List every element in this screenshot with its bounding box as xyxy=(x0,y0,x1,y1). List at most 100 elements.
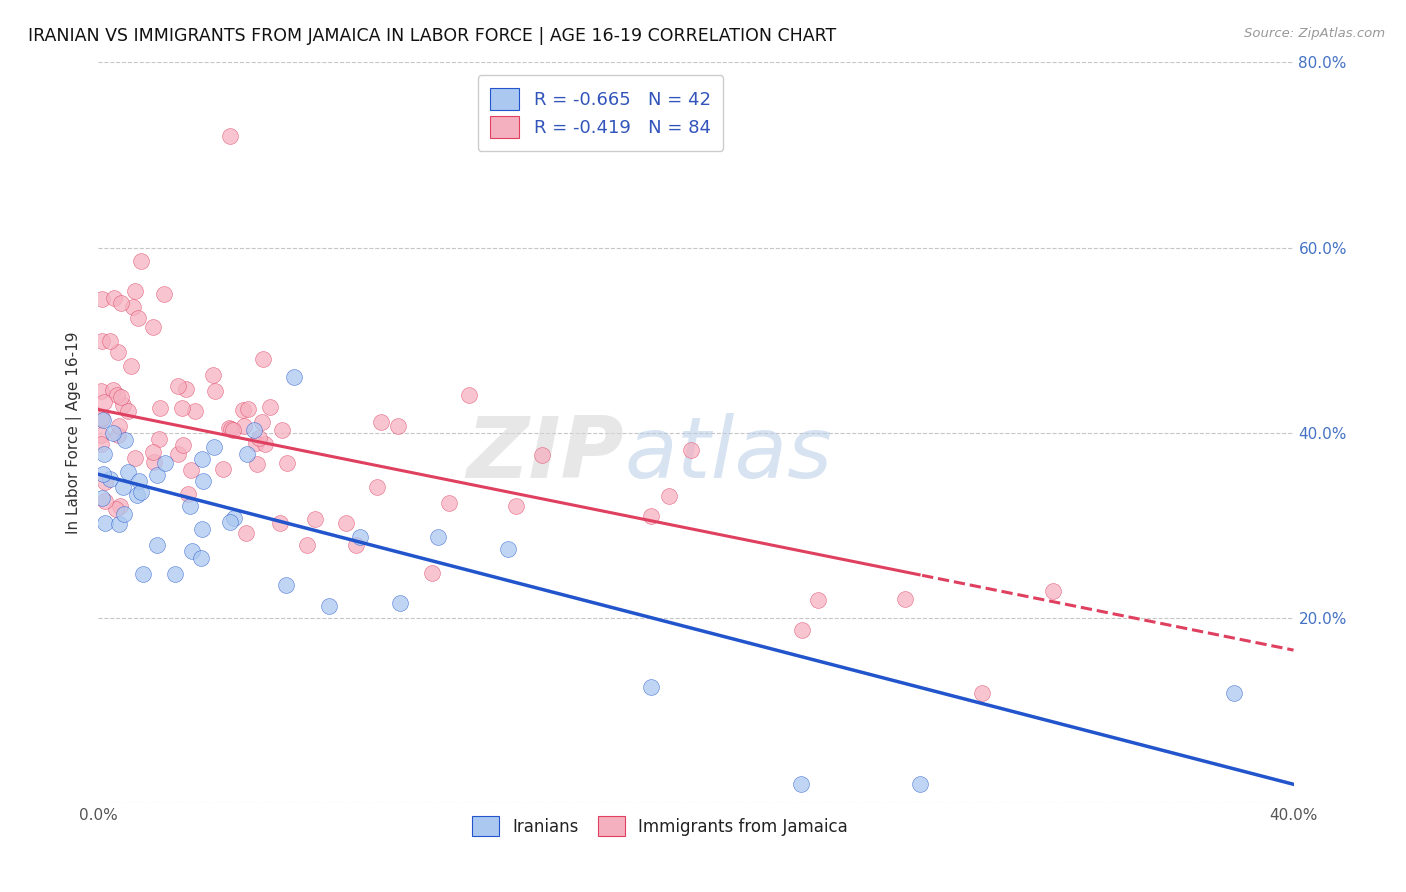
Point xyxy=(101,425,124,440)
Point xyxy=(789,777,811,791)
Point xyxy=(222,423,245,437)
Point xyxy=(91,491,114,505)
Point xyxy=(107,344,129,359)
Point xyxy=(167,379,190,393)
Point xyxy=(121,300,143,314)
Point xyxy=(142,445,165,459)
Text: Source: ZipAtlas.com: Source: ZipAtlas.com xyxy=(1244,27,1385,40)
Point xyxy=(93,413,115,427)
Point xyxy=(236,447,259,461)
Point xyxy=(105,388,128,402)
Point xyxy=(246,457,269,471)
Point xyxy=(283,370,305,384)
Point xyxy=(270,423,292,437)
Point xyxy=(114,433,136,447)
Point xyxy=(908,777,931,791)
Point xyxy=(191,522,214,536)
Point xyxy=(232,403,254,417)
Point xyxy=(420,566,443,580)
Point xyxy=(218,420,240,434)
Point xyxy=(190,550,212,565)
Point xyxy=(1223,686,1246,700)
Point xyxy=(245,435,267,450)
Point xyxy=(295,537,318,551)
Point xyxy=(132,566,155,581)
Point xyxy=(166,446,188,460)
Point xyxy=(108,418,131,433)
Point xyxy=(219,129,242,144)
Point xyxy=(149,401,172,416)
Point xyxy=(437,496,460,510)
Point xyxy=(125,488,148,502)
Point xyxy=(94,475,117,489)
Y-axis label: In Labor Force | Age 16-19: In Labor Force | Age 16-19 xyxy=(66,331,83,534)
Point xyxy=(112,507,135,521)
Point xyxy=(235,526,257,541)
Point xyxy=(94,494,117,508)
Point xyxy=(792,623,814,637)
Point xyxy=(679,443,702,458)
Point xyxy=(91,334,114,348)
Point xyxy=(177,487,200,501)
Point xyxy=(94,516,117,530)
Point xyxy=(318,599,340,613)
Point xyxy=(370,415,392,429)
Point xyxy=(218,515,240,529)
Point xyxy=(93,447,115,461)
Text: IRANIAN VS IMMIGRANTS FROM JAMAICA IN LABOR FORCE | AGE 16-19 CORRELATION CHART: IRANIAN VS IMMIGRANTS FROM JAMAICA IN LA… xyxy=(28,27,837,45)
Point xyxy=(496,541,519,556)
Point xyxy=(90,427,112,442)
Point xyxy=(222,511,245,525)
Point xyxy=(249,431,271,445)
Point xyxy=(110,390,132,404)
Point xyxy=(108,517,131,532)
Point xyxy=(112,398,135,412)
Point xyxy=(108,499,131,513)
Text: ZIP: ZIP xyxy=(467,413,624,496)
Point xyxy=(181,544,204,558)
Point xyxy=(204,384,226,398)
Point xyxy=(894,592,917,607)
Point xyxy=(129,485,152,500)
Point xyxy=(233,418,256,433)
Point xyxy=(259,400,281,414)
Point xyxy=(117,465,139,479)
Point xyxy=(191,474,214,488)
Point xyxy=(142,319,165,334)
Point xyxy=(172,438,194,452)
Point xyxy=(148,433,170,447)
Point xyxy=(202,368,225,382)
Point xyxy=(254,436,277,450)
Point xyxy=(344,538,367,552)
Text: atlas: atlas xyxy=(624,413,832,496)
Point xyxy=(120,359,142,374)
Point xyxy=(128,475,150,489)
Point xyxy=(105,502,128,516)
Point xyxy=(90,384,112,399)
Point xyxy=(387,418,409,433)
Point xyxy=(276,456,298,470)
Point xyxy=(98,334,121,348)
Point xyxy=(972,686,994,700)
Point xyxy=(112,480,135,494)
Point xyxy=(640,680,662,694)
Point xyxy=(458,388,481,402)
Point xyxy=(124,284,146,298)
Point xyxy=(153,456,176,470)
Point xyxy=(170,401,193,415)
Point xyxy=(129,253,152,268)
Point xyxy=(103,291,125,305)
Point xyxy=(276,578,298,592)
Point xyxy=(304,512,326,526)
Point xyxy=(143,455,166,469)
Point xyxy=(91,467,114,482)
Point xyxy=(191,452,214,467)
Point xyxy=(165,567,187,582)
Point xyxy=(366,480,388,494)
Point xyxy=(98,473,121,487)
Point xyxy=(174,382,197,396)
Point xyxy=(335,516,357,530)
Point xyxy=(124,450,146,465)
Point xyxy=(219,422,242,436)
Point xyxy=(640,508,662,523)
